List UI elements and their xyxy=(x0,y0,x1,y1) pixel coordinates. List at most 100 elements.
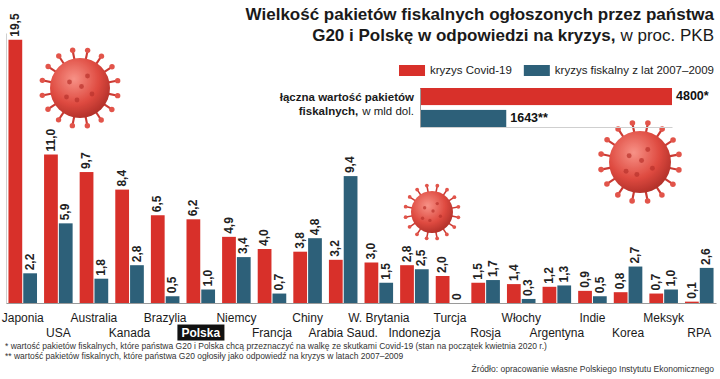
virus-knob xyxy=(598,167,604,173)
legend: kryzys Covid-19 kryzys fiskalny z lat 200… xyxy=(399,64,714,76)
tick-label: Niemcy xyxy=(216,311,256,325)
bar xyxy=(471,283,485,303)
virus-dot xyxy=(67,80,72,85)
virus-dot xyxy=(428,219,431,222)
virus-dot xyxy=(439,215,442,218)
bar xyxy=(130,265,144,303)
total-bars xyxy=(420,88,672,127)
axis-line xyxy=(7,303,717,304)
data-label: 4,8 xyxy=(308,218,322,235)
virus-knob xyxy=(615,126,621,132)
virus-dot xyxy=(645,147,650,152)
title: Wielkość pakietów fiskalnych ogłoszonych… xyxy=(246,5,715,24)
virus-decoration xyxy=(598,120,681,203)
virus-knob xyxy=(415,188,419,192)
data-label: 0,9 xyxy=(578,271,592,288)
bar xyxy=(293,252,307,303)
virus-knob xyxy=(670,137,676,143)
tick-label: Rosja xyxy=(470,326,501,340)
virus-knob xyxy=(408,225,412,229)
decorations xyxy=(40,48,682,241)
virus-body xyxy=(411,191,453,233)
tick-label: Włochy xyxy=(502,311,541,325)
virus-knob xyxy=(85,48,90,53)
virus-knob xyxy=(659,192,665,198)
bar xyxy=(8,40,22,303)
data-label: 3,2 xyxy=(328,240,342,257)
tick: W. Brytania xyxy=(348,303,410,325)
data-label: 6,2 xyxy=(186,199,200,216)
footnote: ** wartość pakietów fiskalnych, które pa… xyxy=(5,351,404,361)
virus-knob xyxy=(676,167,682,173)
virus-dot xyxy=(75,98,80,103)
tick-label: Chiny xyxy=(292,311,323,325)
virus-dot xyxy=(436,202,439,205)
virus-knob xyxy=(645,120,651,126)
data-label: 2,6 xyxy=(699,248,713,265)
tick-label: Argentyna xyxy=(529,326,584,340)
tick: Rosja xyxy=(470,303,501,340)
virus-decoration xyxy=(40,48,121,129)
tick: Indie xyxy=(579,303,605,325)
tick-label: Korea xyxy=(612,326,644,340)
tick-label: Indonezja xyxy=(388,326,440,340)
virus-knob xyxy=(415,232,419,236)
tick: Australia xyxy=(71,303,118,325)
bar xyxy=(201,290,215,304)
axis-line xyxy=(420,89,421,128)
data-label: 1,0 xyxy=(201,269,215,286)
virus-knob xyxy=(404,205,408,209)
virus-knob xyxy=(598,151,604,157)
bar xyxy=(664,290,678,304)
bar xyxy=(222,237,236,303)
virus-knob xyxy=(45,64,50,69)
data-label: 0,7 xyxy=(272,274,286,291)
virus-knob xyxy=(70,48,75,53)
virus-knob xyxy=(56,117,61,122)
data-label: 4,0 xyxy=(257,229,271,246)
virus-knob xyxy=(630,120,636,126)
bar xyxy=(94,279,108,303)
tick-label: Indie xyxy=(579,311,605,325)
virus-body xyxy=(50,58,110,118)
virus-knob xyxy=(435,236,439,240)
bar xyxy=(166,296,180,303)
virus-dot xyxy=(431,209,434,212)
tick: Japonia xyxy=(2,303,44,325)
tick-label: Meksyk xyxy=(643,311,685,325)
label-highlight xyxy=(177,325,224,341)
data-label: 2,7 xyxy=(628,247,642,264)
bar xyxy=(186,219,200,303)
bars xyxy=(8,40,713,303)
data-label: 9,7 xyxy=(79,152,93,169)
data-label: 2,2 xyxy=(23,253,37,270)
bar xyxy=(420,88,672,105)
tick: Turcja xyxy=(434,303,467,325)
data-label: 5,9 xyxy=(58,203,72,220)
legend-label: kryzys Covid-19 xyxy=(430,64,512,76)
virus-knob xyxy=(70,123,75,128)
virus-decoration xyxy=(404,184,461,241)
bar xyxy=(436,276,450,303)
virus-dot xyxy=(423,206,426,209)
x-axis: JaponiaUSAAustraliaKanadaBrazyliaPolskaN… xyxy=(2,303,717,341)
legend-label: kryzys fiskalny z lat 2007–2009 xyxy=(555,64,714,76)
bar xyxy=(700,268,714,303)
tick-label: Australia xyxy=(71,311,118,325)
legend-swatch xyxy=(399,65,425,76)
tick: Włochy xyxy=(502,303,541,325)
title-part: Wielkość pakietów fiskalnych ogłoszonych… xyxy=(246,5,715,24)
bar xyxy=(649,294,663,303)
virus-knob xyxy=(56,53,61,58)
virus-knob xyxy=(435,184,439,188)
data-label: 1,7 xyxy=(486,260,500,277)
virus-knob xyxy=(109,64,114,69)
data-labels: 4800*1643** xyxy=(510,89,709,125)
source: Źródło: opracowanie własne Polskiego Ins… xyxy=(472,364,715,374)
tick-label: Turcja xyxy=(434,311,467,325)
bar xyxy=(400,265,414,303)
tick-label: Japonia xyxy=(2,311,44,325)
virus-knob xyxy=(425,184,429,188)
tick: Argentyna xyxy=(529,303,584,340)
data-label: 0,3 xyxy=(521,279,535,296)
